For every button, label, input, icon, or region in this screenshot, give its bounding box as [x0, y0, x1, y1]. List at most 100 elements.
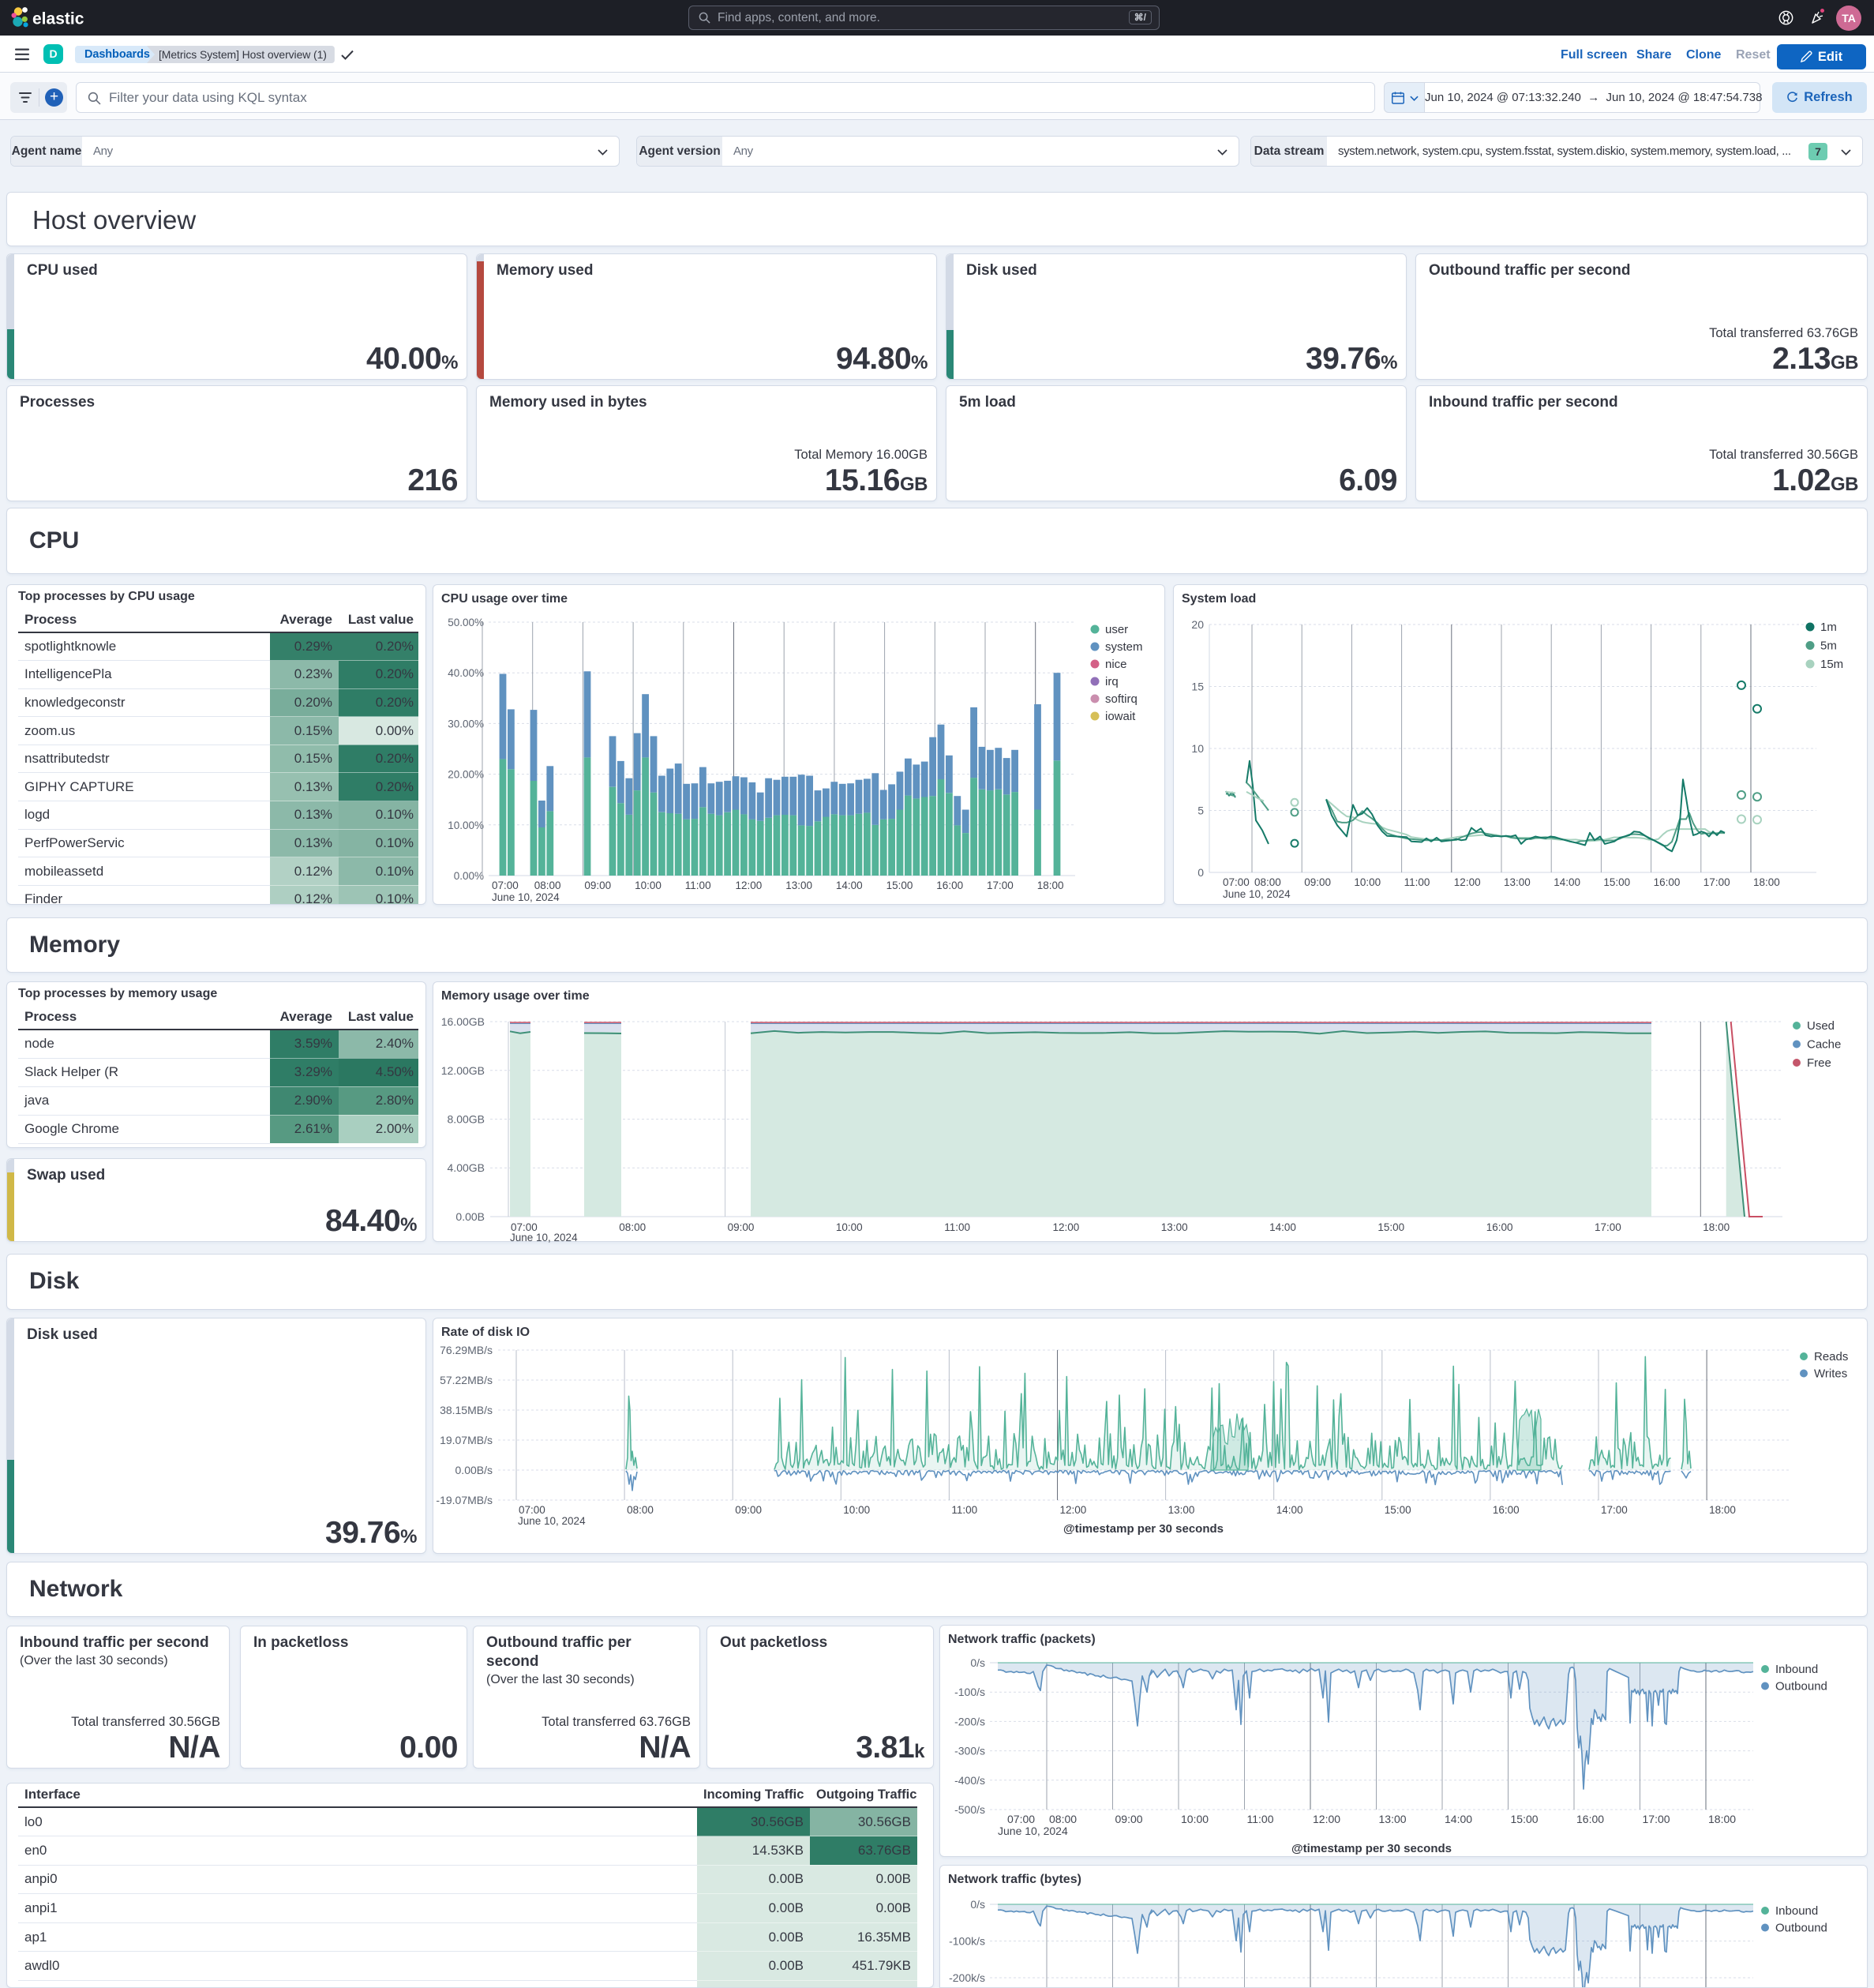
svg-text:Reads: Reads: [1814, 1350, 1848, 1363]
svg-text:4.00GB: 4.00GB: [448, 1161, 485, 1174]
svg-text:Free: Free: [1807, 1056, 1831, 1070]
svg-text:0/s: 0/s: [970, 1898, 985, 1911]
svg-text:12:00: 12:00: [1454, 876, 1481, 888]
svg-text:-200/s: -200/s: [954, 1715, 985, 1727]
svg-text:1m: 1m: [1820, 621, 1837, 634]
svg-text:17:00: 17:00: [1595, 1221, 1621, 1233]
svg-text:elastic: elastic: [32, 10, 84, 28]
svg-text:15:00: 15:00: [1385, 1504, 1411, 1516]
svg-text:11:00: 11:00: [685, 880, 711, 891]
svg-text:June 10, 2024: June 10, 2024: [518, 1515, 586, 1527]
svg-text:Network traffic (packets): Network traffic (packets): [948, 1633, 1096, 1646]
svg-text:18:00: 18:00: [1708, 1813, 1736, 1825]
svg-text:20.00%: 20.00%: [448, 769, 484, 781]
svg-text:Cache: Cache: [1807, 1038, 1841, 1052]
svg-text:08:00: 08:00: [627, 1504, 654, 1516]
svg-text:16:00: 16:00: [1493, 1504, 1520, 1516]
svg-text:-200k/s: -200k/s: [949, 1971, 985, 1984]
svg-text:11:00: 11:00: [951, 1504, 977, 1516]
svg-text:10: 10: [1191, 742, 1204, 755]
svg-text:user: user: [1105, 623, 1128, 636]
svg-text:-300/s: -300/s: [954, 1745, 985, 1757]
svg-text:16:00: 16:00: [1654, 876, 1681, 888]
svg-text:-100k/s: -100k/s: [949, 1935, 985, 1948]
svg-text:15m: 15m: [1820, 658, 1843, 671]
svg-text:08:00: 08:00: [534, 880, 561, 891]
svg-text:8.00GB: 8.00GB: [448, 1113, 485, 1126]
svg-text:14:00: 14:00: [1445, 1813, 1472, 1825]
svg-text:07:00: 07:00: [1007, 1813, 1035, 1825]
svg-text:irq: irq: [1105, 675, 1119, 688]
svg-text:09:00: 09:00: [1115, 1813, 1143, 1825]
svg-text:June 10, 2024: June 10, 2024: [998, 1825, 1068, 1837]
svg-text:13:00: 13:00: [1504, 876, 1531, 888]
svg-text:system: system: [1105, 640, 1143, 654]
svg-text:13:00: 13:00: [1379, 1813, 1407, 1825]
svg-text:15:00: 15:00: [1377, 1221, 1404, 1233]
svg-text:0.00B: 0.00B: [455, 1210, 485, 1223]
svg-text:12:00: 12:00: [736, 880, 763, 891]
svg-text:11:00: 11:00: [944, 1221, 970, 1233]
svg-text:System load: System load: [1182, 592, 1256, 606]
svg-text:14:00: 14:00: [836, 880, 863, 891]
svg-text:18:00: 18:00: [1037, 880, 1064, 891]
svg-text:12:00: 12:00: [1060, 1504, 1087, 1516]
svg-text:08:00: 08:00: [1254, 876, 1281, 888]
svg-text:08:00: 08:00: [619, 1221, 646, 1233]
svg-text:07:00: 07:00: [492, 880, 519, 891]
svg-text:CPU usage over time: CPU usage over time: [441, 592, 568, 606]
svg-text:Network traffic (bytes): Network traffic (bytes): [948, 1873, 1081, 1886]
svg-text:June 10, 2024: June 10, 2024: [492, 891, 560, 903]
svg-text:softirq: softirq: [1105, 692, 1138, 706]
svg-text:15:00: 15:00: [1511, 1813, 1539, 1825]
svg-text:50.00%: 50.00%: [448, 617, 484, 628]
svg-text:38.15MB/s: 38.15MB/s: [440, 1404, 493, 1416]
svg-text:11:00: 11:00: [1247, 1813, 1274, 1825]
svg-text:20: 20: [1191, 618, 1204, 631]
svg-text:13:00: 13:00: [1168, 1504, 1195, 1516]
svg-text:07:00: 07:00: [519, 1504, 545, 1516]
svg-text:14:00: 14:00: [1269, 1221, 1296, 1233]
svg-text:76.29MB/s: 76.29MB/s: [440, 1344, 493, 1356]
svg-text:Used: Used: [1807, 1019, 1835, 1033]
svg-text:10:00: 10:00: [635, 880, 662, 891]
svg-text:14:00: 14:00: [1554, 876, 1580, 888]
svg-text:15: 15: [1191, 681, 1204, 693]
svg-text:08:00: 08:00: [1049, 1813, 1077, 1825]
svg-text:@timestamp per 30 seconds: @timestamp per 30 seconds: [1063, 1522, 1224, 1536]
svg-text:iowait: iowait: [1105, 710, 1136, 723]
svg-text:10:00: 10:00: [1181, 1813, 1209, 1825]
svg-text:10:00: 10:00: [843, 1504, 870, 1516]
svg-text:40.00%: 40.00%: [448, 667, 484, 679]
svg-text:June 10, 2024: June 10, 2024: [1223, 888, 1291, 900]
svg-text:17:00: 17:00: [987, 880, 1014, 891]
svg-text:Inbound: Inbound: [1775, 1663, 1818, 1676]
svg-text:57.22MB/s: 57.22MB/s: [440, 1374, 493, 1386]
svg-text:10:00: 10:00: [836, 1221, 863, 1233]
svg-text:18:00: 18:00: [1753, 876, 1780, 888]
svg-text:Rate of disk IO: Rate of disk IO: [441, 1326, 530, 1339]
svg-text:17:00: 17:00: [1703, 876, 1730, 888]
svg-text:12:00: 12:00: [1313, 1813, 1340, 1825]
svg-text:-19.07MB/s: -19.07MB/s: [436, 1494, 493, 1506]
svg-text:0: 0: [1197, 866, 1204, 879]
svg-text:07:00: 07:00: [1223, 876, 1250, 888]
svg-text:15:00: 15:00: [1603, 876, 1630, 888]
svg-text:13:00: 13:00: [1161, 1221, 1188, 1233]
svg-text:19.07MB/s: 19.07MB/s: [440, 1434, 493, 1446]
svg-text:14:00: 14:00: [1276, 1504, 1303, 1516]
svg-text:10:00: 10:00: [1354, 876, 1381, 888]
svg-text:0.00B/s: 0.00B/s: [455, 1464, 493, 1476]
svg-text:-500/s: -500/s: [954, 1803, 985, 1816]
svg-text:Outbound: Outbound: [1775, 1922, 1827, 1935]
svg-text:16.00GB: 16.00GB: [441, 1015, 485, 1028]
svg-text:09:00: 09:00: [584, 880, 611, 891]
svg-text:0/s: 0/s: [970, 1656, 985, 1669]
svg-text:12.00GB: 12.00GB: [441, 1064, 485, 1077]
svg-text:16:00: 16:00: [1486, 1221, 1513, 1233]
svg-text:Outbound: Outbound: [1775, 1680, 1827, 1694]
svg-text:17:00: 17:00: [1643, 1813, 1670, 1825]
svg-text:30.00%: 30.00%: [448, 718, 484, 730]
svg-text:09:00: 09:00: [1304, 876, 1331, 888]
svg-text:10.00%: 10.00%: [448, 820, 484, 831]
